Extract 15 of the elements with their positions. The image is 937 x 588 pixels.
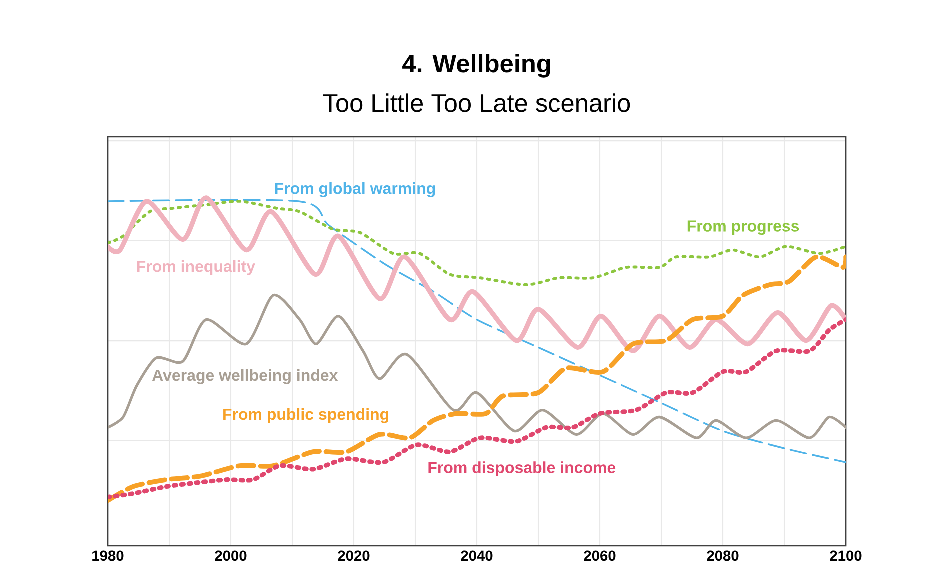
series-label: From disposable income [428,462,616,477]
x-tick-label: 1980 [92,550,124,562]
x-tick-label: 2020 [338,550,370,562]
x-tick-label: 2080 [707,550,739,562]
x-tick-label: 2040 [461,550,493,562]
series-label: From public spending [224,408,389,424]
series-label: From progress [688,220,800,236]
x-tick-label: 2060 [584,550,616,562]
chart-title: 4. Wellbeing [402,54,550,78]
x-tick-label: 2000 [215,550,247,562]
series-label: From inequality [137,260,256,276]
chart-subtitle: Too Little Too Late scenario [323,94,630,112]
series-label: Average wellbeing index [152,369,338,384]
x-tick-label: 2100 [830,550,862,562]
series-label: From global warming [275,182,436,198]
